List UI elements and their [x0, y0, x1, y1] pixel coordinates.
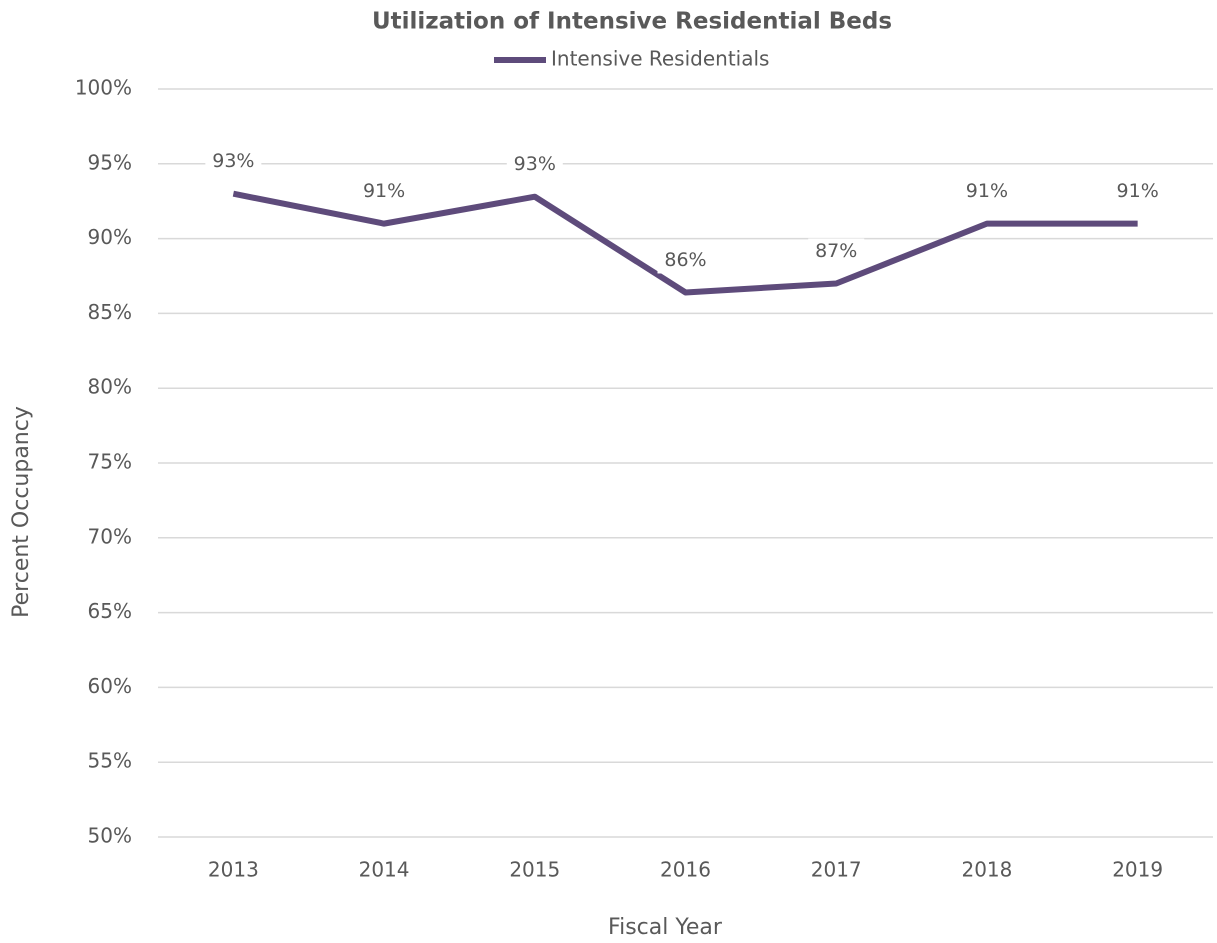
data-label-bg: [1109, 178, 1166, 205]
legend-label: Intensive Residentials: [551, 47, 769, 71]
x-axis-title: Fiscal Year: [608, 915, 723, 940]
data-label-bg: [205, 148, 262, 175]
x-tick-label: 2019: [1112, 858, 1163, 882]
y-tick-label: 75%: [88, 450, 132, 474]
x-tick-label: 2014: [359, 858, 410, 882]
x-tick-label: 2013: [208, 858, 259, 882]
y-tick-label: 85%: [88, 300, 132, 324]
x-tick-label: 2015: [509, 858, 560, 882]
data-label: 87%: [815, 240, 857, 262]
y-tick-label: 80%: [88, 375, 132, 399]
series-line: [232, 190, 1138, 296]
data-label-bg: [356, 178, 413, 205]
y-tick-label: 90%: [88, 225, 132, 249]
data-label: 91%: [1117, 180, 1159, 202]
y-tick-label: 55%: [88, 749, 132, 773]
x-tick-label: 2016: [660, 858, 711, 882]
y-tick-label: 50%: [88, 824, 132, 848]
data-label: 93%: [514, 153, 556, 175]
y-tick-label: 65%: [88, 599, 132, 623]
data-label-bg: [808, 238, 865, 265]
chart-title: Utilization of Intensive Residential Bed…: [372, 9, 892, 35]
y-tick-label: 100%: [75, 76, 132, 100]
data-label: 91%: [966, 180, 1008, 202]
data-label-bg: [657, 247, 714, 274]
y-tick-label: 70%: [88, 524, 132, 548]
data-label: 91%: [363, 180, 405, 202]
x-tick-label: 2018: [961, 858, 1012, 882]
data-label: 93%: [212, 150, 254, 172]
y-tick-label: 60%: [88, 674, 132, 698]
x-tick-label: 2017: [811, 858, 862, 882]
y-axis-title: Percent Occupancy: [9, 406, 34, 618]
data-label-bg: [958, 178, 1015, 205]
data-label: 86%: [664, 249, 706, 271]
y-tick-label: 95%: [88, 150, 132, 174]
data-label-bg: [506, 151, 563, 178]
